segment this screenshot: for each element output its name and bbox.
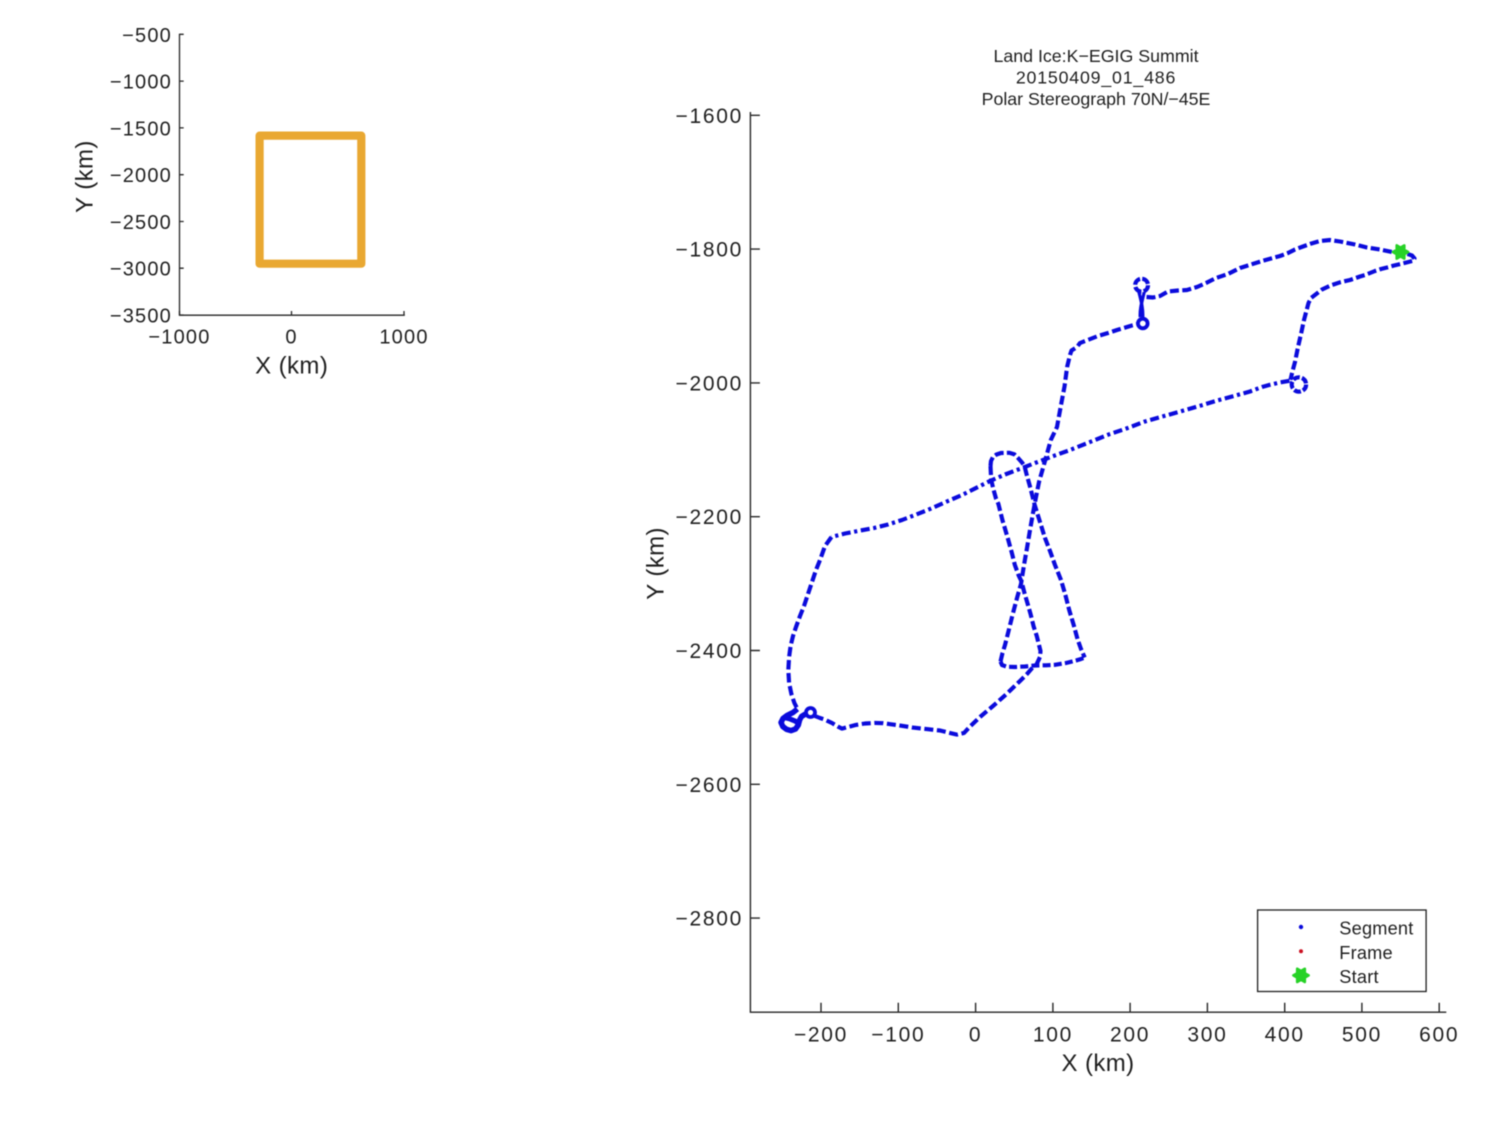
svg-text:400: 400 [1265,1024,1305,1047]
svg-text:−200: −200 [794,1024,848,1047]
svg-text:−2200: −2200 [676,506,743,529]
svg-text:Y (km): Y (km) [72,140,99,213]
svg-text:200: 200 [1110,1024,1150,1047]
svg-text:−2600: −2600 [676,774,743,797]
svg-text:Polar Stereograph 70N/−45E: Polar Stereograph 70N/−45E [982,89,1211,109]
svg-text:1000: 1000 [379,327,428,349]
svg-text:−2800: −2800 [676,908,743,931]
svg-text:Land Ice:K−EGIG Summit: Land Ice:K−EGIG Summit [993,46,1198,66]
svg-text:Segment: Segment [1339,919,1413,939]
svg-text:−1000: −1000 [110,72,172,94]
svg-text:−2000: −2000 [676,372,743,395]
svg-text:−2400: −2400 [676,640,743,663]
svg-text:0: 0 [969,1024,982,1047]
svg-text:−1600: −1600 [676,105,743,128]
svg-text:−1800: −1800 [676,239,743,262]
svg-text:−2500: −2500 [110,212,172,234]
svg-text:Frame: Frame [1339,943,1393,963]
svg-text:−2000: −2000 [110,165,172,187]
svg-text:500: 500 [1342,1024,1382,1047]
svg-text:600: 600 [1419,1024,1459,1047]
svg-text:−500: −500 [122,25,172,47]
svg-text:−1000: −1000 [148,327,210,349]
svg-text:300: 300 [1187,1024,1227,1047]
svg-text:−1500: −1500 [110,118,172,140]
svg-text:0: 0 [285,327,297,349]
svg-text:100: 100 [1033,1024,1073,1047]
svg-text:−100: −100 [871,1024,925,1047]
svg-text:20150409_01_486: 20150409_01_486 [1016,67,1176,88]
svg-text:Y (km): Y (km) [643,527,670,600]
svg-text:−3000: −3000 [110,259,172,281]
svg-text:−3500: −3500 [110,306,172,328]
svg-text:X (km): X (km) [1061,1050,1134,1077]
svg-text:X (km): X (km) [255,353,328,380]
svg-text:Start: Start [1339,967,1378,987]
